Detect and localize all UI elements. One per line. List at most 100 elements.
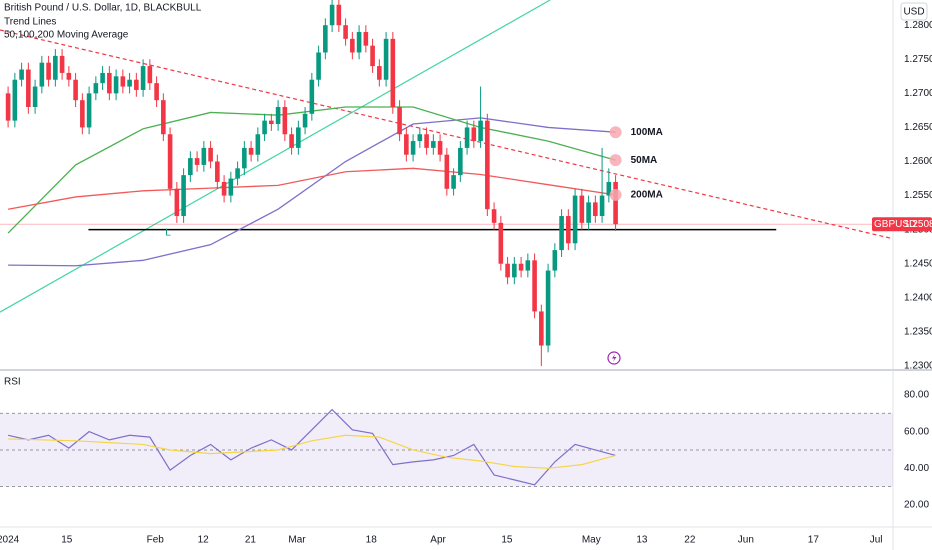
candle-body xyxy=(478,120,483,142)
candle-body xyxy=(73,79,78,101)
candle-body xyxy=(255,134,261,155)
x-tick-label: Jul xyxy=(870,535,883,546)
x-tick-label: 15 xyxy=(501,535,513,546)
candle-body xyxy=(552,250,558,271)
x-tick-label: 12 xyxy=(198,535,210,546)
candle-body xyxy=(471,127,477,142)
candle-body xyxy=(383,38,389,80)
candle-body xyxy=(356,32,362,53)
candle-body xyxy=(458,147,463,176)
y-tick-label: 1.26000 xyxy=(904,156,932,167)
candle-body xyxy=(579,195,585,223)
candle-body xyxy=(539,311,544,346)
y-tick-label: 1.23000 xyxy=(904,361,932,372)
candle-body xyxy=(59,55,65,73)
candle-body xyxy=(188,158,193,176)
ma-end-marker xyxy=(609,126,622,139)
ma-end-marker xyxy=(609,188,622,201)
candle-body xyxy=(370,45,375,67)
rsi-pane xyxy=(0,408,893,488)
rsi-line xyxy=(8,434,616,469)
price-tag xyxy=(872,217,932,232)
moving-average xyxy=(8,117,616,267)
candle-body xyxy=(302,113,308,128)
candle-body xyxy=(397,106,402,135)
candle-body xyxy=(289,134,294,148)
candle-body xyxy=(363,32,369,46)
candle-body xyxy=(282,106,288,135)
candle-body xyxy=(532,260,537,312)
y-tick-label: 1.25500 xyxy=(904,190,932,201)
currency-label: USD xyxy=(903,7,924,18)
price-pane xyxy=(0,0,893,366)
axes: 2024 15 Feb 12 21 Mar 18 Apr 15 May 13 22 Jun 17 Jul 1.… xyxy=(0,20,932,546)
x-tick-label: May xyxy=(582,535,601,546)
candle-body xyxy=(377,66,382,80)
candle-body xyxy=(491,209,497,223)
candle-body xyxy=(235,168,240,179)
candle-body xyxy=(120,76,126,87)
y-tick-label: 80.00 xyxy=(904,390,929,401)
moving-average xyxy=(7,167,616,210)
candle-body xyxy=(518,263,524,271)
candle-body xyxy=(410,141,416,155)
candle-body xyxy=(424,134,429,148)
candle-body xyxy=(248,147,254,155)
x-tick-label: 13 xyxy=(636,535,648,546)
y-tick-label: 60.00 xyxy=(904,426,929,437)
y-tick-label: 1.27500 xyxy=(904,54,932,65)
currency-box[interactable] xyxy=(900,2,928,21)
candle-body xyxy=(221,181,227,196)
candle-body xyxy=(545,270,551,346)
candle-body xyxy=(336,4,342,26)
candle-body xyxy=(86,93,92,128)
candle-body xyxy=(566,216,571,244)
x-tick-label: 15 xyxy=(61,535,73,546)
candle-body xyxy=(613,181,618,225)
candle-body xyxy=(181,175,186,217)
candle-body xyxy=(593,202,598,217)
candle-body xyxy=(404,134,409,155)
candle-body xyxy=(485,120,490,210)
candle-body xyxy=(505,263,510,278)
candle-body xyxy=(107,72,112,94)
low-marker: L xyxy=(165,228,171,239)
candle-body xyxy=(134,79,139,90)
candle-body xyxy=(93,83,99,94)
candle-body xyxy=(586,202,591,223)
candle-body xyxy=(262,120,267,135)
candle-body xyxy=(19,69,24,80)
candle-body xyxy=(572,195,578,244)
candle-body xyxy=(100,72,105,84)
candle-body xyxy=(437,141,443,155)
candle-body xyxy=(66,72,72,80)
y-tick-label: 1.23500 xyxy=(904,327,932,338)
x-tick-label: 2024 xyxy=(0,535,20,546)
candle-body xyxy=(39,62,45,87)
indicator-label: Trend Lines xyxy=(4,17,56,28)
candle-body xyxy=(5,93,11,121)
candle-body xyxy=(606,181,612,196)
candle-body xyxy=(269,120,274,125)
candle-body xyxy=(444,154,450,189)
candle-body xyxy=(525,260,531,271)
y-tick-label: 1.26500 xyxy=(904,122,932,133)
candle-body xyxy=(512,263,517,278)
y-tick-label: 1.28000 xyxy=(904,20,932,31)
y-tick-label: 20.00 xyxy=(904,500,929,511)
ma-end-marker xyxy=(609,154,622,167)
candle-body xyxy=(316,52,321,80)
event-icon[interactable] xyxy=(607,351,621,365)
candle-body xyxy=(431,141,436,148)
candle-body xyxy=(275,106,281,125)
candle-body xyxy=(296,127,301,148)
candle-body xyxy=(167,134,173,189)
candle-body xyxy=(26,69,31,107)
ma-label: 100MA xyxy=(631,127,663,138)
candle-body xyxy=(53,55,58,80)
y-tick-label: 40.00 xyxy=(904,463,929,474)
candle-body xyxy=(12,79,18,121)
candle-body xyxy=(498,222,504,264)
candle-body xyxy=(154,83,159,101)
candle-body xyxy=(113,76,119,94)
